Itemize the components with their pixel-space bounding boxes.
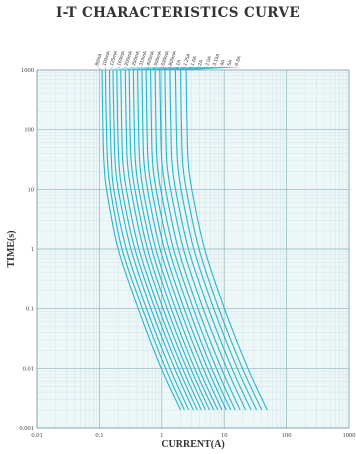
series-label: 500mA [153,50,164,67]
series-leader [146,66,179,71]
series-labels: 80mA100mA125mA160mA200mA250mA315mA400mA5… [94,50,243,71]
series-curve-125mA [108,69,190,411]
y-tick-label: 1 [31,246,34,253]
series-curve-1.6A [154,69,236,411]
series-curve-800mA [141,69,223,411]
series-leader [116,66,128,71]
series-curve-80mA [101,69,182,411]
series-leader [150,66,187,71]
series-curve-2A [159,69,241,411]
series-leader [159,66,201,71]
series-label: 2.5A [204,55,213,67]
series-label: 160mA [116,50,127,67]
y-tick-label: 1000 [21,67,34,74]
y-tick-label: 10 [28,186,35,193]
series-curve-315mA [124,69,206,411]
series-leader [169,66,216,71]
series-leader [97,66,103,71]
series-label: 80mA [94,52,104,67]
series-curve-4A [174,69,258,411]
series-leader [186,66,238,71]
x-tick-label: 0.1 [95,432,103,439]
series-leader [141,66,172,71]
x-tick-label: 100 [282,432,292,439]
y-tick-label: 100 [24,127,34,134]
y-tick-label: 0.01 [23,365,34,372]
series-group [101,69,268,411]
x-tick-label: 0.01 [31,432,42,439]
x-axis-title: CURRENT(A) [161,439,224,450]
series-curve-5A [180,69,263,411]
series-label: 1A [175,58,183,66]
series-curve-250mA [120,69,202,411]
series-label: 6.3A [234,55,243,67]
series-leader [125,66,143,71]
series-curve-200mA [116,69,198,411]
series-label: 630mA [160,50,171,67]
series-curve-630mA [137,69,219,411]
series-leader [137,66,165,71]
series-leader [133,66,157,71]
series-curve-3.15A [169,69,252,411]
series-curve-1A [145,69,227,411]
y-axis-title: TIME(s) [6,230,17,267]
series-label: 100mA [102,50,113,67]
series-leader [164,66,209,71]
series-label: 800mA [168,50,179,67]
x-tick-label: 1 [160,432,163,439]
series-label: 3.15A [212,52,222,67]
x-tick-label: 10 [221,432,228,439]
series-leader [120,66,135,71]
series-label: 315mA [138,50,149,67]
series-curve-500mA [132,69,215,411]
series-label: 125mA [109,50,120,67]
y-tick-label: 0.001 [19,425,34,432]
series-leader [112,66,121,71]
plot-frame [36,69,350,429]
series-label: 1.6A [190,55,199,67]
series-label: 250mA [131,50,142,67]
series-leader [175,66,223,71]
series-curve-1.25A [149,69,232,411]
series-curve-6.3A [185,69,268,411]
series-curve-100mA [104,69,185,411]
series-leader [129,66,150,71]
series-leader [180,66,231,71]
series-label: 200mA [124,50,135,67]
series-curve-2.5A [164,69,247,411]
series-leader [155,66,194,71]
series-label: 400mA [146,50,157,67]
series-label: 2A [197,58,205,66]
series-curve-400mA [128,69,210,411]
series-curve-160mA [112,69,194,411]
series-label: 1.25A [182,52,192,67]
series-label: 4A [219,58,227,66]
page-title: I-T CHARACTERISTICS CURVE [55,5,301,21]
x-tick-label: 1000 [343,432,356,439]
series-label: 5A [226,58,234,66]
y-tick-label: 0.1 [26,306,34,313]
series-leader [109,66,113,71]
